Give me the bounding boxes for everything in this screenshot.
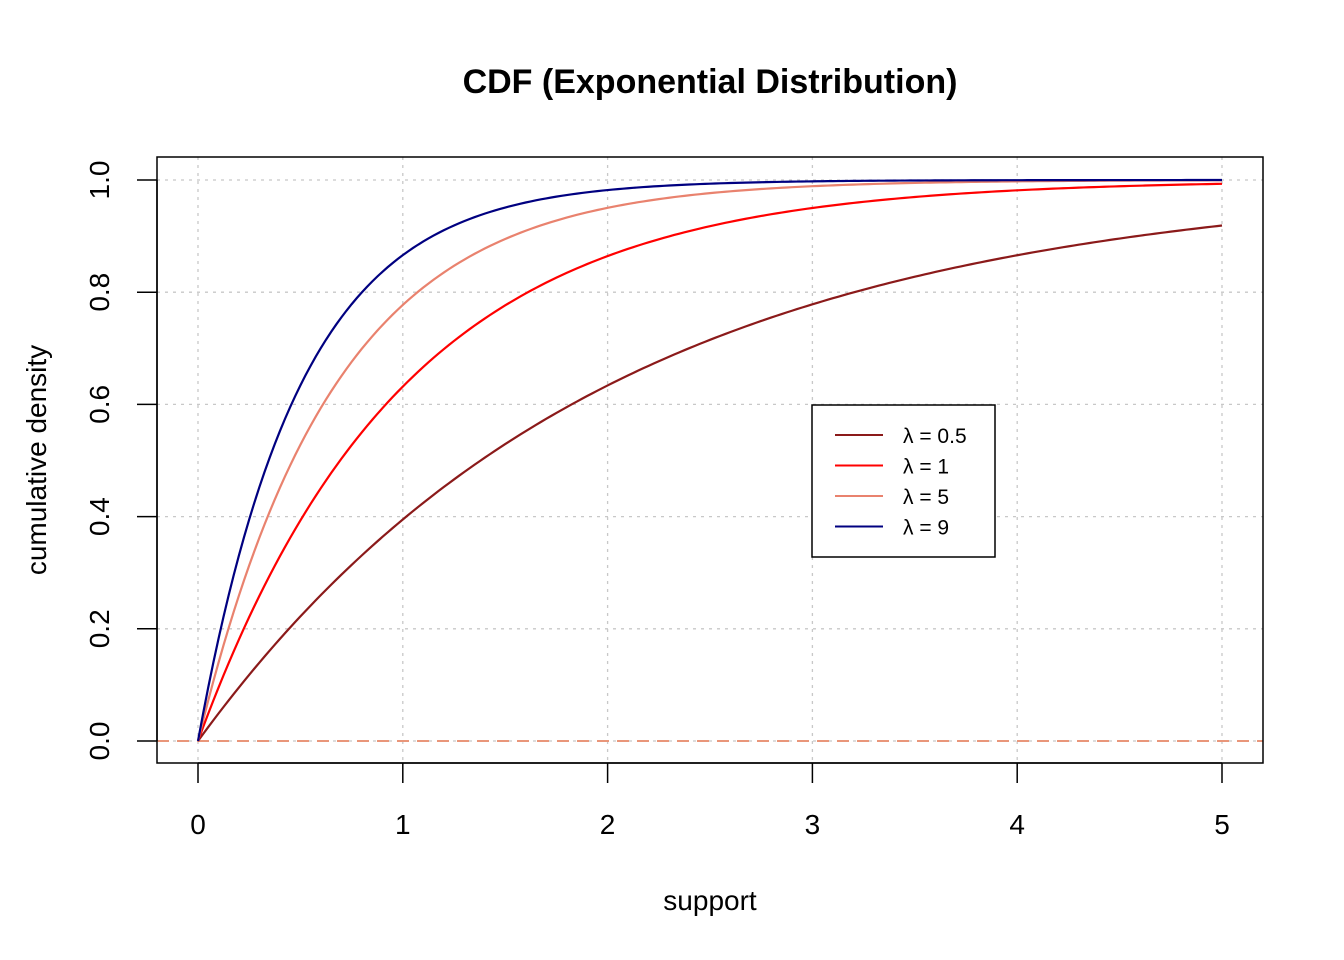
legend-label-1: λ = 0.5 (903, 425, 967, 448)
x-tick-label: 5 (1214, 809, 1230, 840)
legend-label-3: λ = 5 (903, 486, 949, 509)
y-tick-label: 0.0 (84, 722, 115, 761)
y-tick-label: 0.6 (84, 385, 115, 424)
series-lines (196, 178, 1223, 742)
legend-label-4: λ = 9 (903, 517, 949, 540)
series-line-4 (196, 178, 1223, 742)
x-tick-label: 4 (1009, 809, 1025, 840)
legend-box (811, 404, 996, 558)
y-tick-label: 0.2 (84, 609, 115, 648)
x-tick-label: 3 (805, 809, 821, 840)
plot-frame (156, 156, 1264, 764)
x-tick-label: 1 (395, 809, 411, 840)
legend-label-2: λ = 1 (903, 456, 949, 479)
series-line-3 (196, 179, 1223, 742)
chart-title: CDF (Exponential Distribution) (463, 63, 958, 101)
grid-lines (157, 157, 1263, 763)
y-tick-label: 1.0 (84, 161, 115, 200)
y-axis: 0.0 0.2 0.4 0.6 0.8 1.0 (84, 161, 158, 761)
y-tick-label: 0.4 (84, 497, 115, 536)
x-tick-label: 0 (190, 809, 206, 840)
y-tick-label: 0.8 (84, 273, 115, 312)
x-tick-label: 2 (600, 809, 616, 840)
x-axis: 0 1 2 3 4 5 (190, 762, 1230, 840)
series-line-1 (197, 224, 1223, 742)
series-line-2 (196, 182, 1223, 742)
legend: λ = 0.5 λ = 1 λ = 5 λ = 9 (811, 404, 996, 558)
x-axis-label: support (663, 885, 757, 916)
y-axis-label: cumulative density (21, 345, 52, 575)
